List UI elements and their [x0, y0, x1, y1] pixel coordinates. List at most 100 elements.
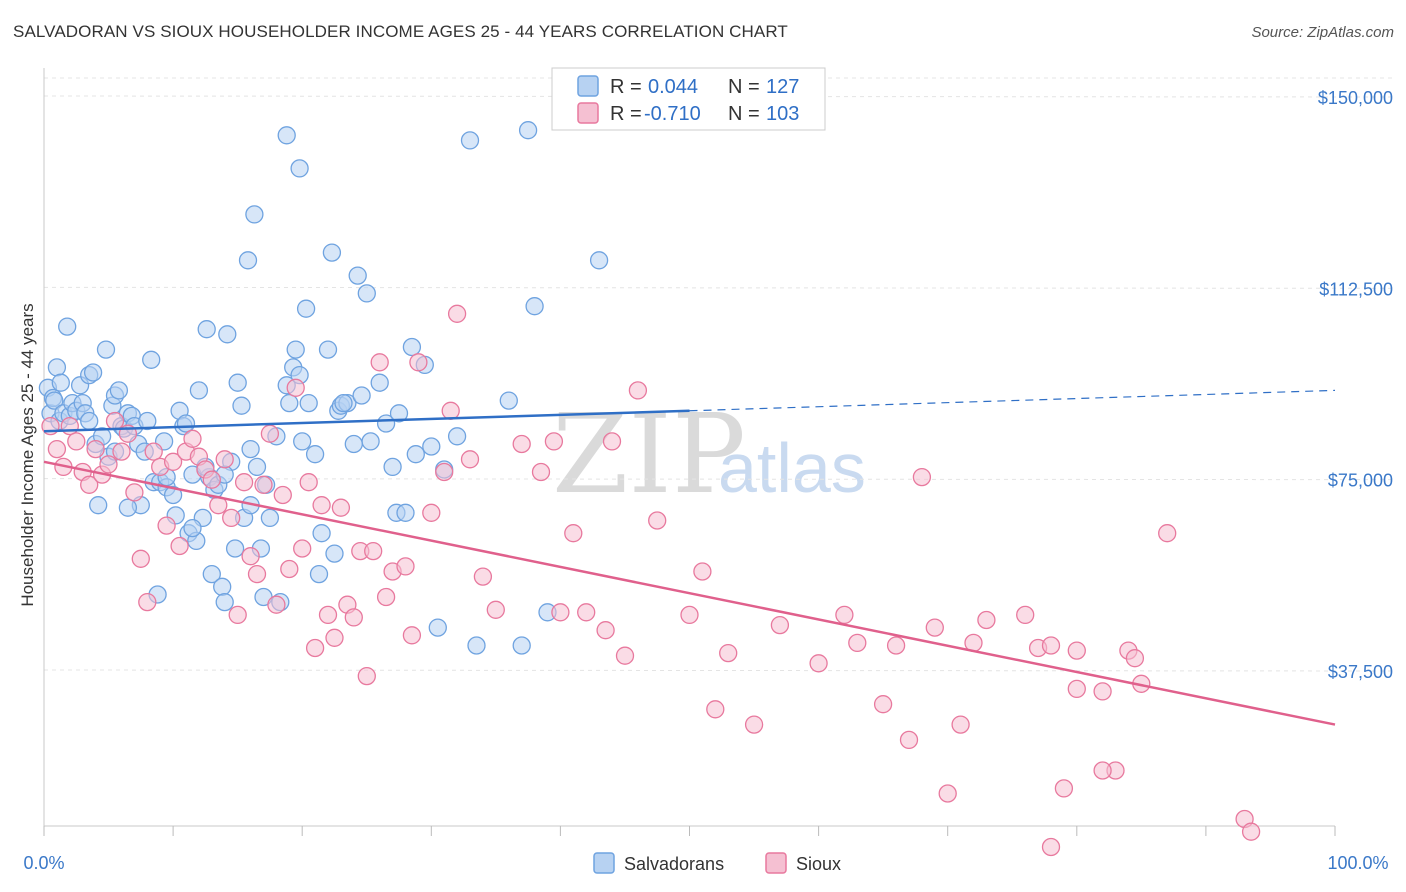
- point-sioux: [1093, 682, 1112, 701]
- point-sioux: [706, 700, 725, 719]
- point-sioux: [247, 564, 267, 584]
- gridline-y: [43, 286, 1396, 289]
- point-sioux: [544, 432, 564, 451]
- point-salvadorans: [370, 373, 389, 392]
- point-sioux: [163, 452, 183, 471]
- point-sioux: [344, 608, 363, 627]
- legend-swatch-salvadorans: [577, 75, 599, 97]
- point-salvadorans: [293, 432, 312, 451]
- trend-line-salvadorans-extension: [689, 389, 1336, 412]
- point-sioux: [744, 715, 764, 734]
- point-salvadorans: [138, 411, 157, 431]
- point-sioux: [286, 378, 305, 397]
- legend-r-label-1: R =: [610, 103, 642, 125]
- point-salvadorans: [312, 524, 331, 543]
- point-salvadorans: [325, 544, 344, 563]
- point-sioux: [531, 462, 551, 482]
- point-salvadorans: [142, 350, 161, 369]
- point-sioux: [157, 516, 176, 535]
- point-salvadorans: [334, 393, 353, 413]
- point-salvadorans: [202, 564, 221, 584]
- point-salvadorans: [428, 618, 447, 637]
- chart-title: SALVADORAN VS SIOUX HOUSEHOLDER INCOME A…: [13, 22, 788, 41]
- bottom-legend-label-salvadorans: Salvadorans: [624, 854, 724, 874]
- point-sioux: [215, 450, 234, 469]
- series-salvadorans: [38, 121, 609, 655]
- point-sioux: [183, 429, 202, 448]
- point-salvadorans: [518, 121, 538, 140]
- point-sioux: [86, 439, 105, 459]
- point-sioux: [435, 462, 454, 482]
- point-salvadorans: [260, 508, 280, 528]
- gridline-y: [43, 669, 1396, 672]
- point-sioux: [331, 498, 351, 517]
- point-salvadorans: [109, 381, 129, 400]
- point-sioux: [357, 666, 376, 686]
- point-salvadorans: [213, 577, 232, 596]
- point-salvadorans: [499, 391, 518, 410]
- point-sioux: [202, 470, 221, 489]
- x-axis-ticks: [43, 826, 1336, 836]
- point-salvadorans: [280, 393, 299, 413]
- bottom-legend-label-sioux: Sioux: [796, 854, 841, 874]
- point-sioux: [680, 605, 699, 625]
- point-salvadorans: [232, 396, 251, 415]
- point-sioux: [602, 432, 622, 451]
- point-sioux: [1158, 524, 1177, 543]
- bottom-legend-swatch-sioux: [765, 852, 787, 874]
- y-tick-label: $37,500: [1328, 662, 1393, 682]
- point-salvadorans: [357, 284, 376, 303]
- point-sioux: [325, 628, 344, 647]
- legend-r-value-1: -0.710: [644, 103, 701, 125]
- point-sioux: [273, 485, 292, 505]
- point-sioux: [460, 450, 480, 469]
- legend-n-label-1: N =: [728, 103, 760, 125]
- point-sioux: [241, 547, 260, 566]
- point-sioux: [1054, 779, 1074, 798]
- point-sioux: [67, 432, 86, 451]
- legend-n-value-1: 103: [766, 103, 799, 125]
- point-salvadorans: [348, 266, 367, 285]
- point-sioux: [125, 483, 144, 502]
- point-sioux: [396, 557, 415, 576]
- point-sioux: [47, 439, 67, 459]
- point-sioux: [293, 539, 312, 558]
- point-sioux: [280, 559, 299, 579]
- y-tick-label: $112,500: [1319, 279, 1393, 299]
- point-sioux: [1041, 837, 1061, 857]
- point-salvadorans: [241, 439, 260, 459]
- point-sioux: [234, 473, 254, 492]
- point-sioux: [299, 473, 318, 492]
- point-salvadorans: [406, 445, 425, 464]
- point-sioux: [951, 715, 970, 734]
- point-salvadorans: [89, 496, 108, 515]
- series-sioux: [41, 304, 1261, 857]
- point-salvadorans: [402, 337, 422, 357]
- x-tick-label-start: 0.0%: [23, 853, 64, 873]
- point-salvadorans: [183, 518, 202, 538]
- y-axis-label: Householder Income Ages 25 - 44 years: [18, 303, 37, 606]
- point-salvadorans: [305, 445, 325, 464]
- trend-line-salvadorans: [43, 409, 690, 433]
- point-salvadorans: [228, 373, 247, 392]
- point-sioux: [422, 503, 441, 522]
- legend-correlation: R = 0.044 N = 127 R = -0.710 N = 103: [551, 67, 826, 131]
- point-salvadorans: [189, 381, 209, 400]
- point-sioux: [809, 654, 828, 673]
- point-sioux: [1067, 679, 1086, 699]
- point-salvadorans: [467, 636, 486, 655]
- point-sioux: [615, 646, 635, 665]
- point-sioux: [376, 587, 396, 607]
- point-sioux: [938, 784, 957, 803]
- x-tick-label-end: 100.0%: [1327, 853, 1388, 873]
- point-sioux: [60, 416, 79, 436]
- point-sioux: [364, 541, 383, 561]
- point-salvadorans: [286, 340, 305, 359]
- point-salvadorans: [247, 457, 267, 477]
- point-sioux: [260, 424, 280, 443]
- point-salvadorans: [422, 437, 441, 456]
- point-sioux: [899, 730, 919, 750]
- point-sioux: [770, 615, 790, 635]
- legend-r-label-0: R =: [610, 76, 642, 98]
